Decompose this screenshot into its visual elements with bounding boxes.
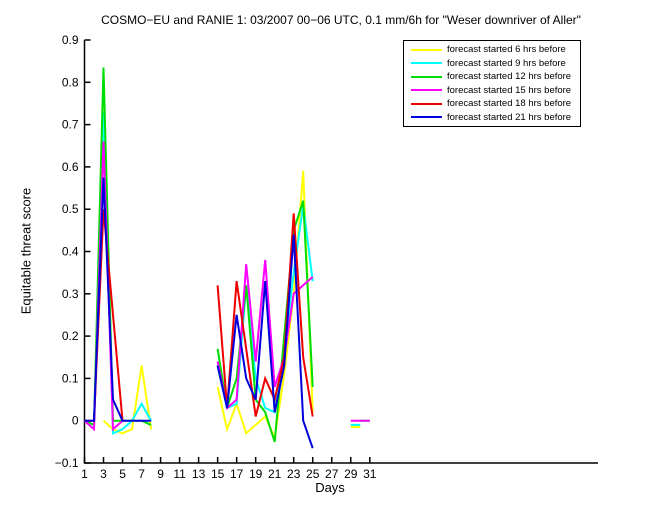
series-line — [84, 177, 152, 422]
x-tick-label: 1 — [81, 467, 88, 481]
y-tick-label: 0.4 — [62, 245, 79, 259]
x-tick-label: 11 — [173, 467, 186, 481]
chart-title: COSMO−EU and RANIE 1: 03/2007 00−06 UTC,… — [101, 13, 581, 27]
y-tick-label: 0 — [72, 414, 79, 428]
legend-entry-3: forecast started 15 hrs before — [404, 84, 580, 97]
y-tick-label: 0.7 — [62, 118, 79, 132]
legend-line-sample — [411, 62, 442, 65]
x-tick-label: 31 — [363, 467, 377, 481]
legend-label: forecast started 18 hrs before — [447, 98, 572, 110]
legend-label: forecast started 12 hrs before — [447, 71, 572, 83]
y-tick-label: 0.3 — [62, 287, 79, 301]
x-tick-label: 13 — [192, 467, 206, 481]
series-line — [216, 200, 314, 443]
x-tick-label: 23 — [287, 467, 301, 481]
x-tick-label: 29 — [344, 467, 358, 481]
legend-label: forecast started 6 hrs before — [447, 44, 566, 56]
x-tick-label: 21 — [268, 467, 282, 481]
x-tick-label: 17 — [230, 467, 244, 481]
legend-entry-0: forecast started 6 hrs before — [404, 43, 580, 56]
series-line — [216, 171, 314, 442]
legend-line-sample — [411, 89, 442, 92]
series-line — [216, 213, 314, 417]
legend-label: forecast started 21 hrs before — [447, 111, 572, 123]
legend-line-sample — [411, 48, 442, 51]
legend-entry-1: forecast started 9 hrs before — [404, 57, 580, 70]
x-tick-label: 3 — [100, 467, 107, 481]
legend-line-sample — [411, 116, 442, 119]
y-tick-label: 0.9 — [62, 33, 79, 47]
legend: forecast started 6 hrs before forecast st… — [403, 40, 581, 127]
legend-entry-2: forecast started 12 hrs before — [404, 70, 580, 83]
legend-line-sample — [411, 102, 442, 105]
x-tick-label: 15 — [211, 467, 225, 481]
y-tick-label: 0.6 — [62, 160, 79, 174]
y-tick-label: 0.8 — [62, 75, 79, 89]
series-line — [83, 141, 124, 432]
series-line — [84, 209, 124, 422]
legend-entry-4: forecast started 18 hrs before — [404, 97, 580, 110]
y-tick-label: 0.2 — [62, 329, 79, 343]
x-axis-label: Days — [315, 480, 345, 495]
x-tick-label: 9 — [157, 467, 164, 481]
legend-label: forecast started 9 hrs before — [447, 57, 566, 69]
legend-label: forecast started 15 hrs before — [447, 84, 572, 96]
series-line — [216, 234, 314, 449]
x-tick-label: 25 — [306, 467, 320, 481]
legend-line-sample — [411, 75, 442, 78]
legend-entry-5: forecast started 21 hrs before — [404, 111, 580, 124]
x-tick-label: 27 — [325, 467, 339, 481]
series-line — [102, 365, 153, 435]
y-tick-label: 0.1 — [62, 371, 79, 385]
x-tick-label: 19 — [249, 467, 263, 481]
y-tick-label: 0.5 — [62, 202, 79, 216]
x-tick-label: 5 — [119, 467, 126, 481]
y-tick-label: −0.1 — [55, 456, 79, 470]
x-tick-label: 7 — [138, 467, 145, 481]
